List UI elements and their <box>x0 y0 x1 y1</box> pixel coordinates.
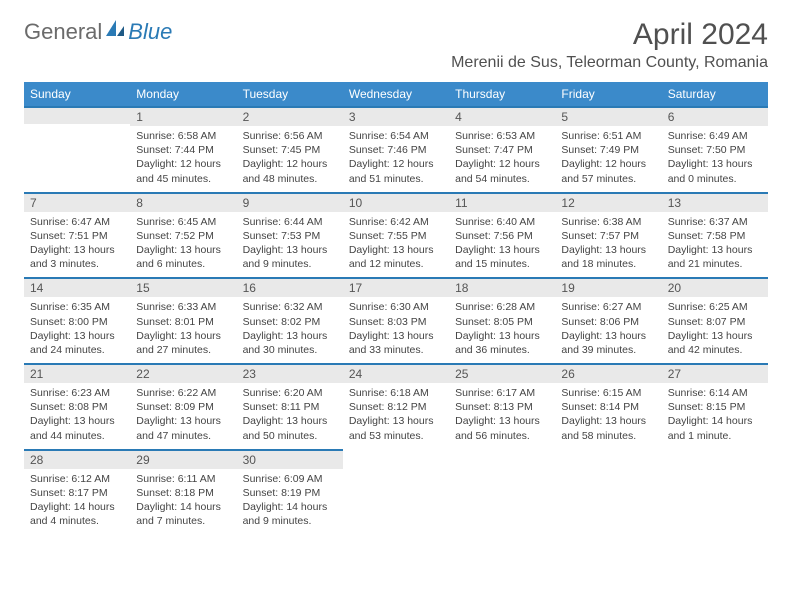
day-data: Sunrise: 6:49 AMSunset: 7:50 PMDaylight:… <box>662 126 768 192</box>
day-number: 12 <box>555 192 661 212</box>
logo-text-blue: Blue <box>128 19 172 45</box>
day-number: 11 <box>449 192 555 212</box>
day-data: Sunrise: 6:32 AMSunset: 8:02 PMDaylight:… <box>237 297 343 363</box>
weekday-header: Saturday <box>662 82 768 106</box>
weekday-header: Friday <box>555 82 661 106</box>
day-data: Sunrise: 6:45 AMSunset: 7:52 PMDaylight:… <box>130 212 236 278</box>
title-block: April 2024 Merenii de Sus, Teleorman Cou… <box>451 18 768 72</box>
day-number: 3 <box>343 106 449 126</box>
day-number: 22 <box>130 363 236 383</box>
day-data-row: Sunrise: 6:35 AMSunset: 8:00 PMDaylight:… <box>24 297 768 363</box>
day-data: Sunrise: 6:30 AMSunset: 8:03 PMDaylight:… <box>343 297 449 363</box>
weekday-header: Wednesday <box>343 82 449 106</box>
day-data: Sunrise: 6:54 AMSunset: 7:46 PMDaylight:… <box>343 126 449 192</box>
day-data: Sunrise: 6:25 AMSunset: 8:07 PMDaylight:… <box>662 297 768 363</box>
day-data: Sunrise: 6:28 AMSunset: 8:05 PMDaylight:… <box>449 297 555 363</box>
day-number: 16 <box>237 277 343 297</box>
day-data: Sunrise: 6:42 AMSunset: 7:55 PMDaylight:… <box>343 212 449 278</box>
day-number-row: 14151617181920 <box>24 277 768 297</box>
weekday-header: Thursday <box>449 82 555 106</box>
logo: General Blue <box>24 18 172 45</box>
empty-day <box>24 106 130 124</box>
location-text: Merenii de Sus, Teleorman County, Romani… <box>451 54 768 72</box>
day-number: 29 <box>130 449 236 469</box>
day-number: 7 <box>24 192 130 212</box>
day-number: 26 <box>555 363 661 383</box>
day-data: Sunrise: 6:44 AMSunset: 7:53 PMDaylight:… <box>237 212 343 278</box>
logo-text-general: General <box>24 19 102 45</box>
day-data-row: Sunrise: 6:58 AMSunset: 7:44 PMDaylight:… <box>24 126 768 192</box>
day-data: Sunrise: 6:35 AMSunset: 8:00 PMDaylight:… <box>24 297 130 363</box>
day-data: Sunrise: 6:47 AMSunset: 7:51 PMDaylight:… <box>24 212 130 278</box>
day-data-row: Sunrise: 6:23 AMSunset: 8:08 PMDaylight:… <box>24 383 768 449</box>
day-data: Sunrise: 6:14 AMSunset: 8:15 PMDaylight:… <box>662 383 768 449</box>
day-data: Sunrise: 6:58 AMSunset: 7:44 PMDaylight:… <box>130 126 236 192</box>
day-data: Sunrise: 6:56 AMSunset: 7:45 PMDaylight:… <box>237 126 343 192</box>
day-data-row: Sunrise: 6:47 AMSunset: 7:51 PMDaylight:… <box>24 212 768 278</box>
day-data: Sunrise: 6:12 AMSunset: 8:17 PMDaylight:… <box>24 469 130 535</box>
day-number: 15 <box>130 277 236 297</box>
day-data: Sunrise: 6:09 AMSunset: 8:19 PMDaylight:… <box>237 469 343 535</box>
day-number-row: 21222324252627 <box>24 363 768 383</box>
day-number: 14 <box>24 277 130 297</box>
day-number: 25 <box>449 363 555 383</box>
day-number: 1 <box>130 106 236 126</box>
day-data: Sunrise: 6:22 AMSunset: 8:09 PMDaylight:… <box>130 383 236 449</box>
day-number: 18 <box>449 277 555 297</box>
day-data-row: Sunrise: 6:12 AMSunset: 8:17 PMDaylight:… <box>24 469 768 535</box>
day-data: Sunrise: 6:15 AMSunset: 8:14 PMDaylight:… <box>555 383 661 449</box>
day-number: 28 <box>24 449 130 469</box>
day-data: Sunrise: 6:33 AMSunset: 8:01 PMDaylight:… <box>130 297 236 363</box>
day-number: 23 <box>237 363 343 383</box>
weekday-header: Tuesday <box>237 82 343 106</box>
day-number-row: 123456 <box>24 106 768 126</box>
day-number: 4 <box>449 106 555 126</box>
day-number: 8 <box>130 192 236 212</box>
day-number: 5 <box>555 106 661 126</box>
logo-sail-icon <box>104 18 126 45</box>
day-data: Sunrise: 6:51 AMSunset: 7:49 PMDaylight:… <box>555 126 661 192</box>
month-title: April 2024 <box>451 18 768 52</box>
weekday-header: Monday <box>130 82 236 106</box>
day-number: 13 <box>662 192 768 212</box>
day-number: 27 <box>662 363 768 383</box>
day-number: 17 <box>343 277 449 297</box>
day-number-row: 78910111213 <box>24 192 768 212</box>
weekday-header: Sunday <box>24 82 130 106</box>
day-data: Sunrise: 6:27 AMSunset: 8:06 PMDaylight:… <box>555 297 661 363</box>
calendar-table: SundayMondayTuesdayWednesdayThursdayFrid… <box>24 82 768 534</box>
weekday-header-row: SundayMondayTuesdayWednesdayThursdayFrid… <box>24 82 768 106</box>
day-number: 30 <box>237 449 343 469</box>
day-data: Sunrise: 6:11 AMSunset: 8:18 PMDaylight:… <box>130 469 236 535</box>
day-data: Sunrise: 6:40 AMSunset: 7:56 PMDaylight:… <box>449 212 555 278</box>
day-number-row: 282930 <box>24 449 768 469</box>
day-data: Sunrise: 6:53 AMSunset: 7:47 PMDaylight:… <box>449 126 555 192</box>
day-number: 10 <box>343 192 449 212</box>
day-data: Sunrise: 6:17 AMSunset: 8:13 PMDaylight:… <box>449 383 555 449</box>
day-number: 9 <box>237 192 343 212</box>
header: General Blue April 2024 Merenii de Sus, … <box>24 18 768 72</box>
day-number: 2 <box>237 106 343 126</box>
day-number: 24 <box>343 363 449 383</box>
day-data: Sunrise: 6:23 AMSunset: 8:08 PMDaylight:… <box>24 383 130 449</box>
day-number: 19 <box>555 277 661 297</box>
day-number: 21 <box>24 363 130 383</box>
day-data: Sunrise: 6:20 AMSunset: 8:11 PMDaylight:… <box>237 383 343 449</box>
day-data: Sunrise: 6:37 AMSunset: 7:58 PMDaylight:… <box>662 212 768 278</box>
day-data: Sunrise: 6:38 AMSunset: 7:57 PMDaylight:… <box>555 212 661 278</box>
day-data: Sunrise: 6:18 AMSunset: 8:12 PMDaylight:… <box>343 383 449 449</box>
day-number: 20 <box>662 277 768 297</box>
day-number: 6 <box>662 106 768 126</box>
